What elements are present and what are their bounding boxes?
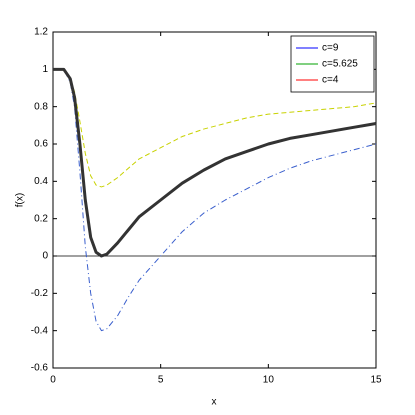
x-tick-label: 15 — [370, 375, 382, 386]
y-tick-label: 0 — [42, 251, 48, 262]
line-series — [53, 68, 377, 332]
x-tick-label: 0 — [50, 375, 56, 386]
legend-label: c=4 — [322, 75, 339, 86]
y-tick-label: -0.6 — [31, 363, 49, 374]
y-tick-label: 1 — [42, 64, 48, 75]
x-tick-label: 5 — [158, 375, 164, 386]
y-axis-label: f(x) — [15, 193, 26, 207]
line-series — [53, 68, 377, 188]
y-tick-label: -0.4 — [31, 325, 49, 336]
y-tick-label: 1.2 — [34, 27, 48, 38]
x-axis-label: x — [212, 397, 217, 408]
x-tick-label: 10 — [263, 375, 275, 386]
legend-label: c=9 — [322, 43, 339, 54]
y-tick-label: -0.2 — [31, 288, 49, 299]
y-tick-label: 0.6 — [34, 139, 48, 150]
y-tick-label: 0.4 — [34, 176, 48, 187]
y-tick-label: 0.8 — [34, 101, 48, 112]
legend-label: c=5.625 — [322, 59, 358, 70]
line-series — [53, 67, 377, 258]
y-tick-label: 0.2 — [34, 213, 48, 224]
